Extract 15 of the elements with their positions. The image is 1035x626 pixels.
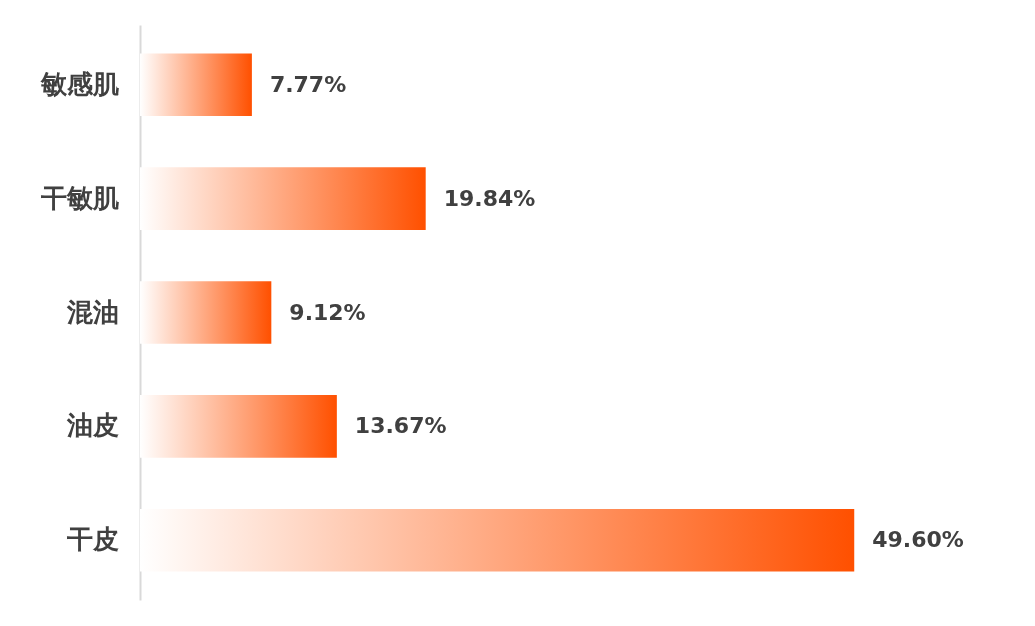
bar: [140, 53, 252, 117]
y-tick-label: 干皮: [65, 524, 119, 555]
data-label: 13.67%: [354, 413, 447, 439]
data-label: 49.60%: [872, 527, 964, 553]
bar: [140, 395, 337, 458]
data-label: 9.12%: [289, 299, 366, 325]
bar: [140, 508, 855, 572]
bar: [140, 281, 272, 344]
y-tick-label: 干敏肌: [39, 182, 119, 213]
y-tick-label: 油皮: [65, 410, 119, 441]
y-tick-label: 敏感肌: [39, 68, 119, 99]
data-label: 19.84%: [443, 185, 536, 211]
data-label: 7.77%: [269, 71, 347, 97]
bar: [140, 167, 426, 230]
y-tick-label: 混油: [65, 296, 119, 327]
